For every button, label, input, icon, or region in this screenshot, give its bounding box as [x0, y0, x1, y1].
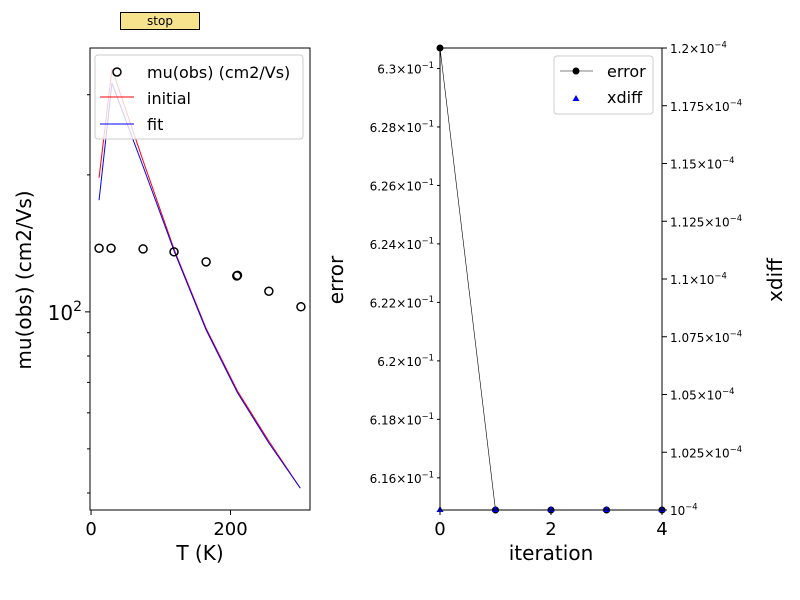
x-axis-label: iteration — [509, 541, 594, 565]
legend-entry: xdiff — [607, 88, 643, 107]
y-right-tick-label: 1.125×10−4 — [670, 213, 742, 229]
legend-obs-marker — [112, 67, 122, 77]
x-tick-label: 4 — [656, 519, 667, 540]
obs-point — [264, 286, 274, 296]
iteration-error-axes: 0 2 4 6.3×10−1 6.28×10−1 6.26×10−1 6.24×10−1 6.… — [324, 40, 787, 565]
obs-point — [296, 302, 306, 312]
y-right-tick-label: 1.05×10−4 — [670, 386, 734, 402]
y-tick-label: 6.18×10−1 — [370, 411, 434, 427]
y-right-tick-label: 1.075×10−4 — [670, 328, 742, 344]
y-tick-label: 6.22×10−1 — [370, 294, 434, 310]
legend: mu(obs) (cm2/Vs) initial fit — [94, 54, 304, 140]
y-right-tick-label: 1.025×10−4 — [670, 444, 742, 460]
y-tick-label: 6.16×10−1 — [370, 469, 434, 485]
axes-frame — [439, 47, 663, 511]
legend-error-marker — [572, 67, 580, 75]
axes-frame — [89, 47, 311, 511]
x-tick-label: 2 — [545, 519, 556, 540]
x-tick-label: 0 — [85, 519, 96, 540]
legend-entry: mu(obs) (cm2/Vs) — [147, 63, 290, 82]
obs-point — [232, 270, 243, 281]
y-axis-label: error — [324, 255, 348, 304]
stop-button[interactable]: stop — [120, 12, 200, 30]
x-tick-label: 200 — [213, 519, 247, 540]
y-tick-label: 6.26×10−1 — [370, 177, 434, 193]
y-tick-label: 102 — [48, 299, 82, 325]
y-right-axis-label: xdiff — [763, 257, 787, 302]
y-right-tick-label: 1.175×10−4 — [670, 97, 742, 113]
obs-point — [106, 243, 116, 253]
legend-box — [94, 54, 304, 140]
y-right-tick-label: 1.2×10−4 — [670, 40, 727, 56]
y-right-tick-label: 10−4 — [670, 502, 698, 518]
y-tick-label: 6.28×10−1 — [370, 119, 434, 135]
legend: error xdiff — [553, 55, 654, 115]
x-tick-label: 0 — [434, 519, 445, 540]
y-right-tick-label: 1.1×10−4 — [670, 271, 727, 287]
x-axis-label: T (K) — [175, 541, 223, 565]
fit-line — [98, 83, 301, 489]
obs-point — [201, 257, 211, 267]
y-right-tick-label: 1.15×10−4 — [670, 155, 734, 171]
legend-entry: error — [607, 62, 646, 81]
y-tick-label: 6.2×10−1 — [377, 352, 434, 368]
error-line — [439, 47, 662, 511]
legend-entry: initial — [147, 89, 191, 108]
y-axis-label: mu(obs) (cm2/Vs) — [12, 190, 36, 369]
y-tick-label: 6.24×10−1 — [370, 236, 434, 252]
obs-point — [94, 243, 104, 253]
obs-point — [169, 247, 179, 257]
legend-xdiff-marker — [572, 95, 580, 101]
y-tick-label: 6.3×10−1 — [377, 60, 434, 76]
obs-point — [138, 244, 148, 254]
legend-entry: fit — [147, 115, 163, 134]
